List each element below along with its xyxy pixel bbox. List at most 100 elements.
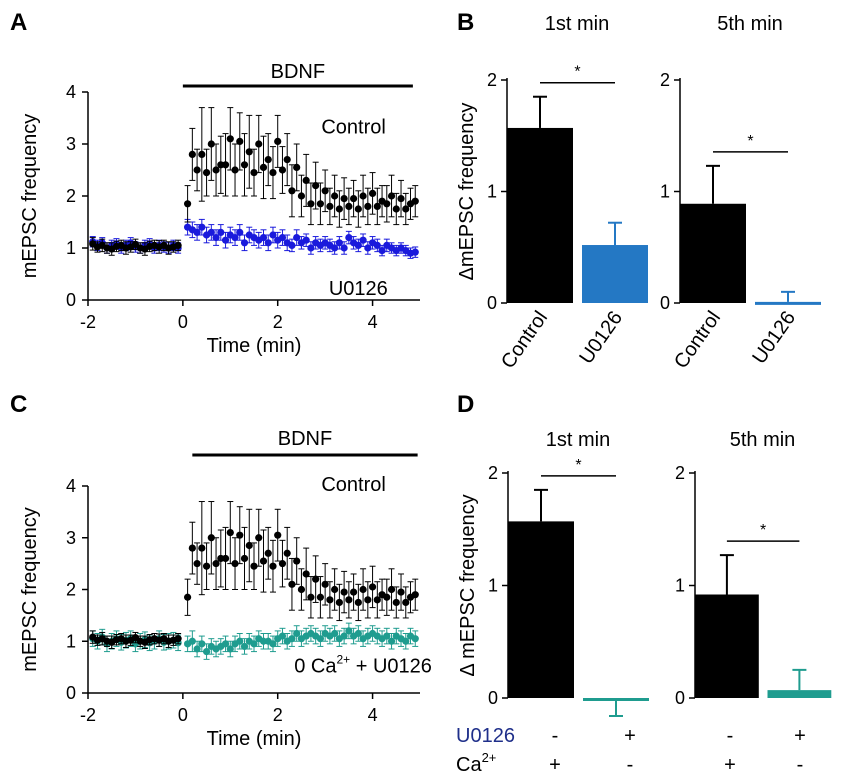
c-data-point — [387, 637, 396, 645]
a-data-point — [240, 161, 249, 169]
chart-d-1st-min: 0 1 2 Δ mEPSC frequency 1st min * — [457, 429, 649, 717]
c-data-point — [387, 585, 396, 594]
d5-u0126-control-sign: - — [727, 725, 734, 747]
c-y-tick-label: 1 — [66, 631, 76, 651]
a-data-point — [345, 234, 353, 242]
c-data-point — [198, 544, 206, 552]
c-y-tick-label: 0 — [66, 683, 76, 703]
a-data-point — [335, 205, 343, 213]
b5-y-tick-label: 0 — [660, 293, 670, 313]
d5-y-tick-label: 2 — [675, 463, 685, 483]
c-data-point — [255, 534, 263, 542]
a-data-point — [236, 228, 244, 236]
c-x-tick-label: -2 — [80, 705, 96, 725]
c-data-point — [212, 560, 220, 568]
c-annotation: Control — [321, 474, 385, 496]
a-data-point — [184, 200, 192, 208]
c-data-point — [297, 585, 306, 594]
a-data-point — [340, 195, 348, 203]
a-data-point — [193, 166, 201, 174]
a-data-point — [207, 140, 215, 148]
a-data-point — [368, 189, 377, 197]
chart-d-5th-min: 0 1 2 5th min * — [675, 429, 832, 708]
b1-title: 1st min — [545, 13, 609, 35]
c-data-point — [259, 557, 268, 565]
a-data-point — [236, 137, 244, 145]
c-y-axis-label: mEPSC frequency — [19, 507, 41, 672]
c-data-point — [326, 596, 334, 604]
a-data-point — [221, 161, 230, 169]
a-data-point — [312, 182, 320, 190]
c-data-point — [188, 637, 196, 645]
a-data-point — [226, 135, 234, 143]
a-data-point — [411, 197, 419, 205]
a-data-point — [259, 163, 268, 171]
a-y-tick-label: 4 — [66, 82, 76, 102]
b5-title: 5th min — [717, 13, 783, 35]
c-data-point — [193, 645, 201, 653]
b5-bar-control — [680, 203, 746, 303]
c-data-point — [184, 593, 192, 601]
d1-y-tick-label: 1 — [488, 576, 498, 596]
c-data-point — [331, 629, 339, 638]
a-data-point — [345, 202, 353, 210]
a-data-point — [259, 234, 268, 242]
a-data-point — [373, 241, 381, 249]
a-data-point — [198, 150, 206, 158]
panel-label-b: B — [457, 9, 474, 36]
a-data-point — [264, 156, 272, 164]
a-data-point — [302, 236, 310, 244]
a-data-point — [350, 195, 358, 203]
c-data-point — [411, 591, 419, 599]
c-data-point — [383, 593, 391, 601]
a-bdnf-label: BDNF — [271, 61, 325, 83]
d1-bar-control — [508, 521, 574, 698]
a-data-point — [245, 148, 253, 156]
c-data-point — [245, 541, 253, 550]
c-data-point — [354, 598, 362, 607]
b1-category-label: U0126 — [575, 307, 627, 368]
c-data-point — [345, 596, 353, 604]
d5-significance-star: * — [760, 522, 766, 539]
a-data-point — [231, 234, 239, 242]
b1-bar-control — [507, 127, 573, 303]
c-data-point — [236, 637, 244, 645]
d5-y-tick-label: 0 — [675, 688, 685, 708]
b1-y-axis-label: ΔmEPSC frequency — [456, 103, 478, 281]
c-data-point — [231, 560, 239, 568]
c-data-point — [368, 583, 377, 591]
b1-category-label: Control — [497, 307, 552, 372]
c-data-point — [402, 598, 410, 607]
c-data-point — [278, 632, 287, 640]
a-data-point — [364, 202, 372, 210]
a-data-point — [378, 247, 386, 255]
a-data-point — [212, 234, 220, 242]
a-data-point — [302, 176, 310, 184]
a-data-point — [198, 223, 206, 231]
a-data-point — [359, 236, 367, 244]
a-data-point — [387, 192, 396, 200]
c-data-point — [202, 562, 211, 570]
c-data-point — [373, 596, 381, 604]
a-series-control — [89, 107, 419, 256]
a-data-point — [383, 200, 391, 208]
a-data-point — [335, 239, 343, 247]
a-y-tick-label: 0 — [66, 290, 76, 310]
a-annotation: U0126 — [329, 278, 388, 300]
c-data-point — [250, 640, 258, 648]
c-data-point — [198, 640, 206, 648]
c-data-point — [269, 562, 277, 570]
c-data-point — [302, 570, 310, 578]
c-x-tick-label: 4 — [368, 705, 378, 725]
c-data-point — [331, 585, 339, 594]
c-data-point — [188, 544, 196, 552]
d1-ca-treat-sign: - — [627, 754, 634, 776]
c-data-point — [293, 629, 301, 638]
chart-b-1st-min: 0 1 2 ΔmEPSC frequency 1st min * Control U0126 — [456, 13, 648, 373]
b5-y-tick-label: 2 — [660, 70, 670, 90]
c-data-point — [288, 635, 296, 643]
c-data-point — [364, 596, 372, 604]
